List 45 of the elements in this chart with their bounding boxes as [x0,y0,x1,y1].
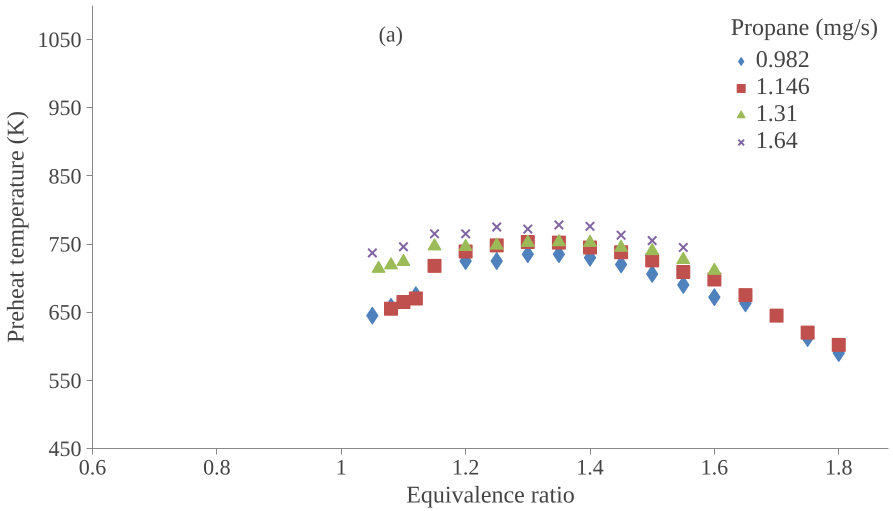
y-tick-label: 750 [48,232,82,257]
point [460,228,471,240]
point [676,264,690,279]
legend-label: 1.31 [756,101,798,128]
point [522,224,534,234]
legend-label: 0.982 [756,47,810,74]
point [645,253,660,268]
legend-label: 1.146 [756,74,810,101]
x-axis-title: Equivalence ratio [406,482,575,508]
y-tick-label: 650 [48,300,82,325]
point [396,294,410,309]
point [646,235,658,246]
y-tick-label: 850 [48,163,82,188]
y-tick-label: 950 [48,95,82,120]
point [616,230,626,240]
x-tick-label: 1.2 [452,454,480,480]
point [678,242,689,253]
point [800,326,815,340]
x-tick-label: 1.6 [700,454,728,480]
point [408,292,423,306]
point [384,302,398,316]
point [584,221,596,232]
point [491,222,502,232]
y-tick-label: 1050 [38,27,82,52]
point [428,258,442,273]
y-tick-label: 550 [48,368,82,393]
point [832,338,846,352]
legend-title: Propane (mg/s) [730,15,878,42]
x-tick-label: 1.8 [825,454,852,480]
x-tick-label: 1 [336,454,347,480]
point [398,242,409,252]
y-tick-label: 450 [48,436,82,461]
legend-label: 1.64 [756,128,798,155]
point [738,288,752,302]
x-tick-label: 0.8 [203,454,231,480]
point [554,220,564,230]
y-axis-title: Preheat temperature (K) [4,111,30,343]
point [366,306,379,325]
annotation: (a) [378,21,403,46]
x-tick-label: 0.6 [78,454,106,480]
x-tick-label: 1.4 [576,454,604,480]
point [367,248,378,258]
point [770,308,784,323]
point [708,288,721,306]
point [429,228,440,240]
